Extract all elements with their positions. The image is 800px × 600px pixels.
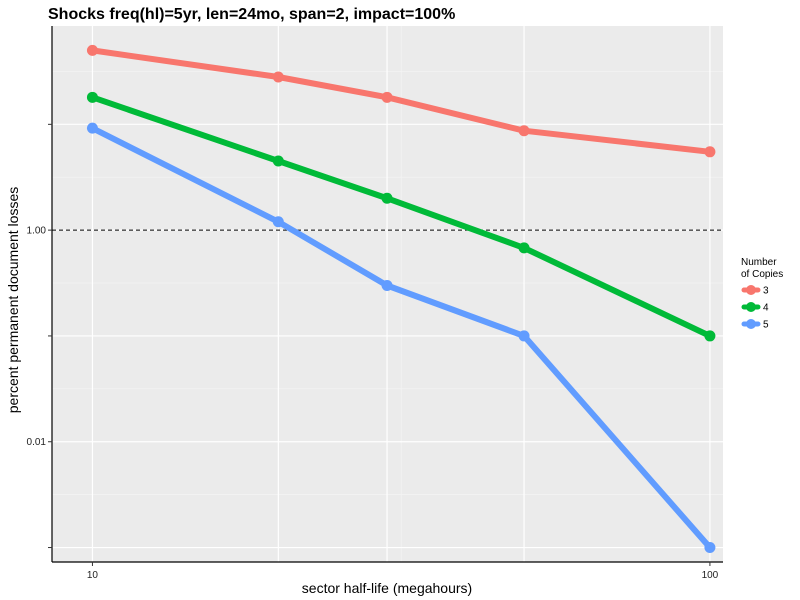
data-point (381, 91, 393, 103)
series-3 (86, 44, 716, 158)
legend-item-3: 3 (741, 285, 769, 297)
legend-label: 5 (763, 320, 769, 331)
legend-swatch-point (746, 285, 756, 295)
legend-label: 3 (763, 286, 769, 297)
data-point (704, 542, 716, 554)
x-axis-label: sector half-life (megahours) (302, 580, 472, 596)
legend-item-4: 4 (741, 302, 769, 314)
y-tick-label: 0.01 (27, 437, 47, 448)
data-point (518, 330, 530, 342)
data-point (518, 242, 530, 254)
legend: Number of Copies 3 4 5 (741, 257, 783, 331)
y-tick-label: 1.00 (27, 226, 47, 237)
legend-item-5: 5 (741, 319, 769, 331)
data-point (381, 279, 393, 291)
data-point (86, 91, 98, 103)
data-point (86, 44, 98, 56)
x-tick-label: 100 (702, 570, 719, 581)
axis-ticks: 10 100 1.00 0.01 (27, 123, 719, 581)
legend-items: 3 4 5 (741, 285, 769, 331)
legend-title-line-2: of Copies (741, 269, 783, 280)
chart-title: Shocks freq(hl)=5yr, len=24mo, span=2, i… (48, 6, 455, 23)
data-point (272, 71, 284, 83)
data-point (518, 125, 530, 137)
y-axis-label: percent permanent document losses (5, 187, 21, 413)
legend-swatch-point (746, 319, 756, 329)
data-point (86, 122, 98, 134)
data-point (272, 155, 284, 167)
series-lines (86, 44, 716, 554)
legend-label: 4 (763, 303, 769, 314)
data-point (704, 330, 716, 342)
legend-title-line-1: Number (741, 257, 777, 268)
series-5 (86, 122, 716, 554)
legend-swatch-point (746, 302, 756, 312)
data-point (704, 146, 716, 158)
gridlines (52, 26, 723, 562)
data-point (272, 216, 284, 228)
x-tick-label: 10 (87, 570, 99, 581)
data-point (381, 192, 393, 204)
series-4 (86, 91, 716, 342)
